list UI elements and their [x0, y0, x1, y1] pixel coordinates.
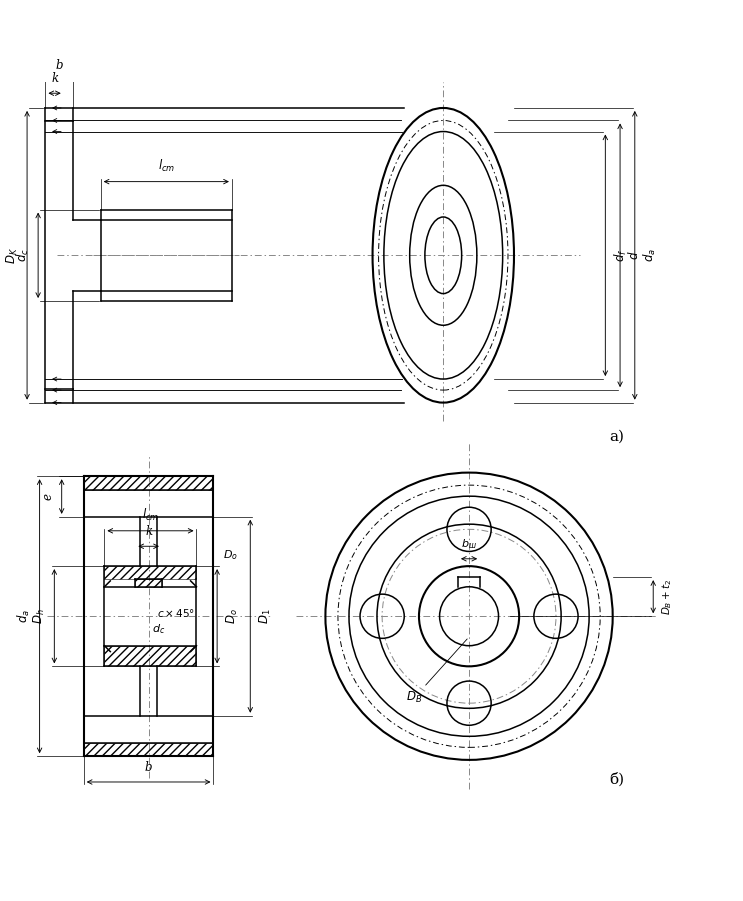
Text: $D_B+t_2$: $D_B+t_2$	[661, 578, 675, 614]
Text: $b_ш$: $b_ш$	[461, 537, 477, 551]
Text: $d_c$: $d_c$	[15, 249, 30, 262]
Text: $d_a$: $d_a$	[642, 249, 658, 262]
Text: $d$: $d$	[627, 250, 641, 260]
Text: k: k	[145, 525, 152, 538]
Text: $D_B$: $D_B$	[406, 639, 467, 705]
Text: $l_{cm}$: $l_{cm}$	[142, 506, 159, 523]
Text: $c\times45°$: $c\times45°$	[158, 606, 195, 619]
Text: $D_1$: $D_1$	[258, 608, 273, 624]
Text: $d_f$: $d_f$	[613, 249, 629, 262]
Text: $l_{cm}$: $l_{cm}$	[158, 158, 175, 174]
Text: b: b	[56, 59, 63, 72]
Text: б): б)	[609, 772, 624, 787]
Text: $D_o$: $D_o$	[224, 608, 239, 624]
Text: а): а)	[609, 430, 624, 444]
Text: b: b	[145, 760, 152, 774]
Text: $D_o$: $D_o$	[223, 548, 238, 561]
Text: $D_h$: $D_h$	[32, 608, 47, 624]
Text: $d_a$: $d_a$	[16, 609, 32, 623]
Text: e: e	[42, 493, 54, 500]
Text: $d_c$: $d_c$	[152, 623, 166, 636]
Text: $D_K$: $D_K$	[4, 247, 20, 264]
Text: k: k	[51, 72, 58, 85]
